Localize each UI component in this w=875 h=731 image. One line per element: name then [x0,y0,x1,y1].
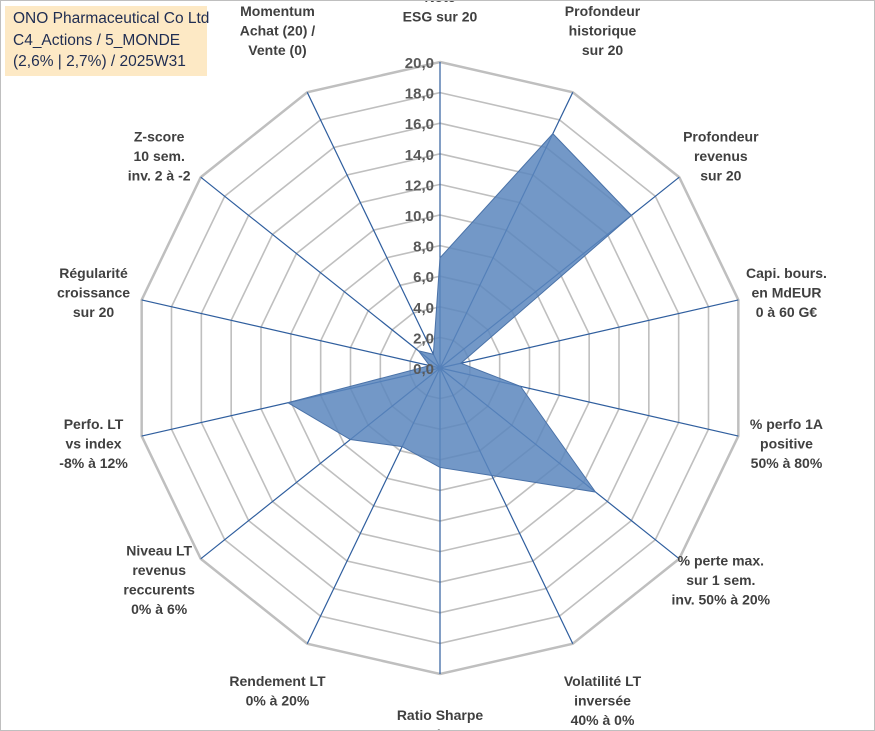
category-label-line: Momentum [240,3,315,19]
category-label-line: Ratio Sharpe [397,707,484,723]
category-label-line: Profondeur [683,129,759,145]
category-label-line: % perte max. [678,552,764,568]
category-label-line: vs index [66,436,122,452]
category-label: Rendement LT 0% à 20% [229,673,326,709]
category-label-line: % perfo 1A [750,416,823,432]
category-labels: Note ESG sur 20 Profondeur historique sur 20… [57,1,827,730]
category-label-line: Profondeur [565,3,641,19]
category-label-line: Z-score [134,129,185,145]
category-label-line: inv. 50% à 20% [672,591,771,607]
category-label-line: croissance [57,284,130,300]
tick-label: 20,0 [405,55,434,72]
category-label: Volatilité LT inversée 40% à 0% [564,673,642,728]
company-name: ONO Pharmaceutical Co Ltd [13,10,210,27]
tick-label: 2,0 [413,330,434,347]
category-label: Z-score 10 sem. inv. 2 à -2 [128,129,191,184]
category-label-line: 10 sem. [133,148,184,164]
category-label-line: sur 20 [700,168,741,184]
category-label: Régularité croissance sur 20 [57,265,130,320]
tick-label: 18,0 [405,86,434,103]
axis-spoke [306,92,441,369]
category-label: Momentum Achat (20) / Vente (0) [240,3,316,58]
category-label-line: -8% à 12% [59,455,128,471]
category-label-line: sur 20 [73,304,114,320]
category-label: Ratio Sharpe 0 à 1 [397,707,484,730]
category-label-line: inversée [574,693,631,709]
series-area [286,132,633,493]
category-label-line: 0 à 1 [424,726,455,730]
category-label: Profondeur revenus sur 20 [683,129,759,184]
category-label-line: Capi. bours. [746,265,827,281]
category-label-line: 0% à 20% [246,693,310,709]
tick-label: 12,0 [405,177,434,194]
tick-label: 0,0 [413,361,434,378]
category-label-line: Perfo. LT [64,416,124,432]
weights-period: (2,6% | 2,7%) / 2025W31 [13,53,186,70]
title-box: ONO Pharmaceutical Co Ltd C4_Actions / 5… [5,6,210,76]
category-label: Perfo. LT vs index -8% à 12% [59,416,128,471]
category-label-line: inv. 2 à -2 [128,168,191,184]
category-label: Capi. bours. en MdEUR 0 à 60 G€ [746,265,827,320]
tick-label: 16,0 [405,116,434,133]
axis-spoke [200,176,441,369]
axis-spoke [141,299,441,369]
category-label-line: Volatilité LT [564,673,642,689]
category-label-line: sur 20 [582,42,623,58]
category-label-line: Niveau LT [126,543,192,559]
tick-label: 10,0 [405,208,434,225]
category-label-line: 50% à 80% [751,455,823,471]
category-label-line: en MdEUR [751,284,821,300]
category-label-line: 0% à 6% [131,601,188,617]
category-label: Note ESG sur 20 [403,1,478,24]
category-label-line: positive [760,436,813,452]
tick-label: 6,0 [413,269,434,286]
category-label-line: 0 à 60 G€ [756,304,818,320]
category-label: Profondeur historique sur 20 [565,3,641,58]
category-label-line: sur 1 sem. [686,572,755,588]
category-label: Niveau LT revenus reccurents 0% à 6% [123,543,195,618]
category-label-line: Note [424,1,455,5]
category-label-line: 40% à 0% [571,712,635,728]
portfolio-path: C4_Actions / 5_MONDE [13,31,181,49]
radial-tick-labels: 0,0 2,0 4,0 6,0 8,0 10,0 12,0 14,0 16,0 18,0 20,0 [405,55,434,378]
tick-label: 8,0 [413,239,434,256]
category-label-line: historique [569,22,637,38]
category-label-line: Achat (20) / [240,22,316,38]
category-label-line: ESG sur 20 [403,8,478,24]
category-label-line: Vente (0) [248,42,306,58]
category-label-line: revenus [694,148,748,164]
category-label: % perte max. sur 1 sem. inv. 50% à 20% [672,552,771,607]
category-label-line: Régularité [59,265,128,281]
category-label-line: reccurents [123,582,195,598]
category-label-line: Rendement LT [229,673,326,689]
category-label: % perfo 1A positive 50% à 80% [750,416,823,471]
radar-series [286,132,633,493]
tick-label: 4,0 [413,300,434,317]
axis-spoke [439,299,739,369]
category-label-line: revenus [132,562,186,578]
tick-label: 14,0 [405,147,434,164]
